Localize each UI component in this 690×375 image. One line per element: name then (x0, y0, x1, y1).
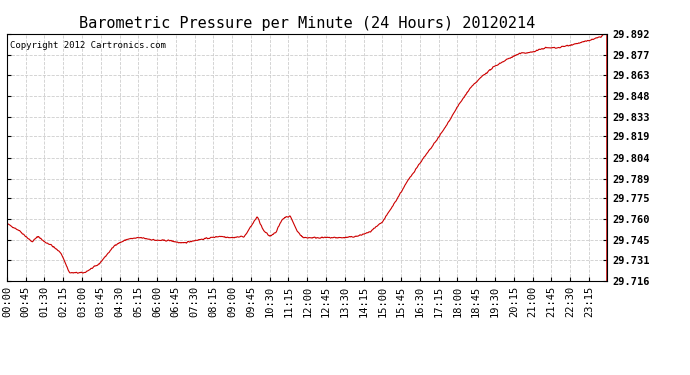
Title: Barometric Pressure per Minute (24 Hours) 20120214: Barometric Pressure per Minute (24 Hours… (79, 16, 535, 31)
Text: Copyright 2012 Cartronics.com: Copyright 2012 Cartronics.com (10, 41, 166, 50)
